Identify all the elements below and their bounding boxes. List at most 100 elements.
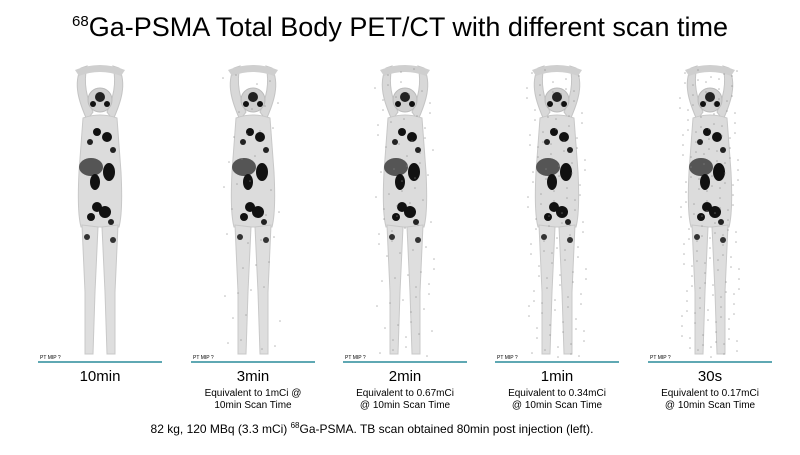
noise	[387, 74, 389, 76]
noise	[540, 203, 542, 205]
noise	[722, 234, 724, 236]
noise	[261, 348, 263, 350]
noise	[430, 221, 432, 223]
noise	[700, 126, 702, 128]
noise	[705, 81, 707, 83]
noise	[412, 249, 414, 251]
noise	[224, 295, 226, 297]
noise	[680, 206, 682, 208]
noise	[379, 352, 381, 354]
noise	[558, 175, 560, 177]
noise	[681, 325, 683, 327]
noise	[578, 355, 580, 357]
noise	[730, 256, 732, 258]
noise	[529, 134, 531, 136]
noise	[543, 250, 545, 252]
noise	[726, 100, 728, 102]
noise	[688, 228, 690, 230]
noise	[690, 176, 692, 178]
noise	[696, 250, 698, 252]
noise	[557, 356, 559, 358]
noise	[585, 278, 587, 280]
noise	[378, 243, 380, 245]
noise	[687, 129, 689, 131]
noise	[580, 303, 582, 305]
noise	[526, 97, 528, 99]
noise	[718, 88, 720, 90]
noise	[579, 194, 581, 196]
noise	[583, 330, 585, 332]
noise	[268, 261, 270, 263]
noise	[710, 76, 712, 78]
noise	[382, 109, 384, 111]
noise	[559, 284, 561, 286]
noise	[411, 140, 413, 142]
noise	[704, 262, 706, 264]
noise	[575, 318, 577, 320]
noise	[577, 256, 579, 258]
noise	[573, 100, 575, 102]
noise	[738, 278, 740, 280]
noise	[717, 269, 719, 271]
noise	[726, 110, 728, 112]
noise	[421, 90, 423, 92]
noise	[398, 143, 400, 145]
noise	[233, 136, 235, 138]
noise	[415, 286, 417, 288]
footer: 82 kg, 120 MBq (3.3 mCi) 68Ga-PSMA. TB s…	[151, 421, 594, 436]
noise	[728, 328, 730, 330]
noise	[695, 151, 697, 153]
noise	[736, 70, 738, 72]
noise	[683, 253, 685, 255]
noise	[380, 171, 382, 173]
noise	[704, 282, 706, 284]
noise	[684, 72, 686, 74]
noise	[399, 252, 401, 254]
noise	[545, 168, 547, 170]
noise	[223, 186, 225, 188]
noise	[718, 78, 720, 80]
noise	[737, 159, 739, 161]
noise	[569, 234, 571, 236]
noise	[245, 314, 247, 316]
noise	[392, 349, 394, 351]
noise	[690, 156, 692, 158]
noise	[403, 118, 405, 120]
panel-desc: Equivalent to 0.17mCi	[661, 388, 759, 399]
noise	[272, 127, 274, 129]
noise	[545, 178, 547, 180]
noise	[713, 123, 715, 125]
noise	[538, 265, 540, 267]
noise	[232, 317, 234, 319]
noise	[429, 112, 431, 114]
noise	[405, 346, 407, 348]
noise	[689, 347, 691, 349]
noise	[249, 180, 251, 182]
noise	[699, 297, 701, 299]
noise	[732, 204, 734, 206]
noise	[575, 328, 577, 330]
noise	[428, 293, 430, 295]
noise	[707, 309, 709, 311]
title-text: Ga-PSMA Total Body PET/CT with different…	[89, 12, 728, 42]
panel-label: 30s	[698, 368, 722, 385]
noise	[397, 324, 399, 326]
noise	[564, 249, 566, 251]
panels: PT MIP ? 10min PT MIP ? 3min Equivalent to 1…	[38, 64, 772, 411]
noise	[736, 350, 738, 352]
noise	[687, 109, 689, 111]
noise	[383, 208, 385, 210]
panel: PT MIP ? 3min Equivalent to 1mCi @10min Sc…	[191, 64, 315, 411]
noise	[582, 221, 584, 223]
noise	[527, 206, 529, 208]
noise	[706, 210, 708, 212]
noise	[714, 212, 716, 214]
noise	[705, 101, 707, 103]
noise	[251, 108, 253, 110]
noise	[708, 128, 710, 130]
noise	[402, 299, 404, 301]
noise	[274, 345, 276, 347]
noise	[680, 216, 682, 218]
noise	[731, 95, 733, 97]
noise	[265, 214, 267, 216]
